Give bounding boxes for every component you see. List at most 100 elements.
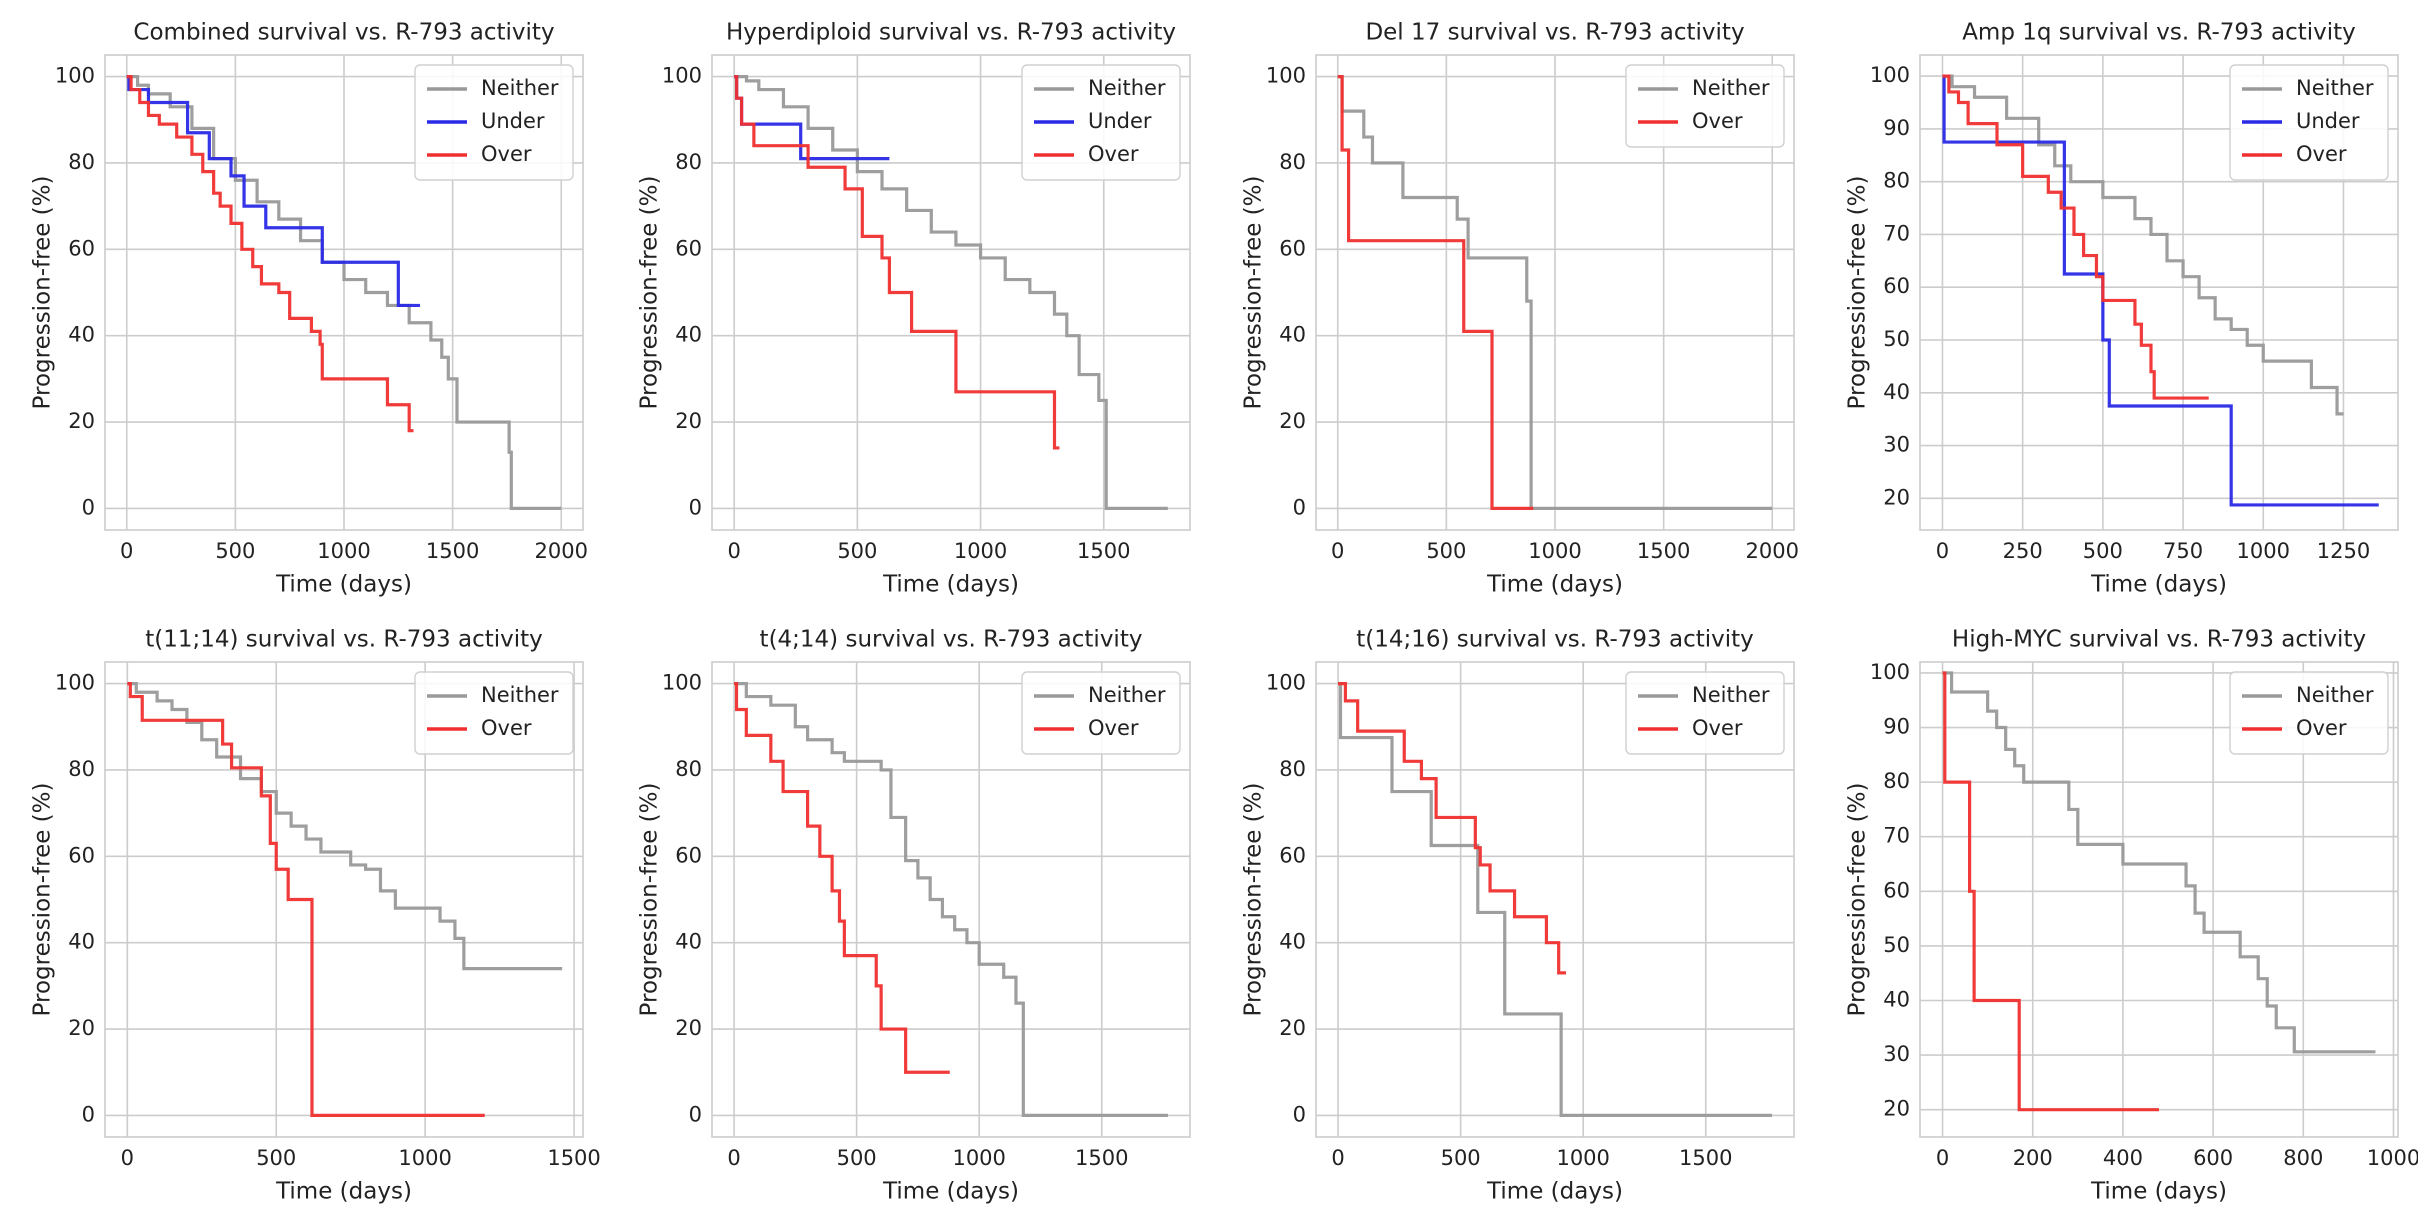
- x-tick-label: 750: [2163, 539, 2203, 563]
- legend-box: [414, 671, 574, 755]
- x-tick-label: 1500: [426, 539, 479, 563]
- subplot: 0 500 1000 1500 2000 0 20 40 60 80 100 Del 17 survi…: [1241, 20, 1799, 598]
- y-tick-label: 40: [1279, 930, 1306, 954]
- y-tick-label: 80: [68, 150, 95, 174]
- x-tick-label: 2000: [1746, 539, 1799, 563]
- survival-curve: [127, 681, 563, 971]
- y-tick-label: 100: [1870, 660, 1910, 684]
- y-tick-label: 100: [1266, 671, 1306, 695]
- subplot: 0 500 1000 1500 0 20 40 60 80 100 t(14;16) surviva…: [1241, 627, 1795, 1205]
- x-tick-label: 500: [1441, 1146, 1481, 1170]
- x-axis-label: Time (days): [1486, 1179, 1623, 1205]
- x-tick-label: 250: [2003, 539, 2043, 563]
- y-tick-label: 80: [1883, 769, 1910, 793]
- legend-label: Over: [1692, 716, 1743, 740]
- subplot: 0 200 400 600 800 1000 20 30 40 50 60 70 80 90 100 High…: [1845, 627, 2418, 1205]
- y-tick-label: 40: [1883, 380, 1910, 404]
- survival-curve: [734, 74, 1168, 511]
- legend-box: [1021, 64, 1181, 181]
- y-axis-label: Progression-free (%): [30, 783, 56, 1017]
- axes-frame: [1315, 54, 1795, 531]
- legend-label: Over: [1088, 142, 1139, 166]
- survival-curve: [1942, 74, 2209, 400]
- x-tick-label: 0: [1331, 1146, 1344, 1170]
- survival-curve: [127, 681, 485, 1118]
- x-tick-label: 1000: [317, 539, 370, 563]
- y-tick-label: 100: [1266, 64, 1306, 88]
- y-tick-label: 40: [675, 323, 702, 347]
- chart-title: t(4;14) survival vs. R-793 activity: [760, 627, 1143, 653]
- survival-curve: [1942, 74, 2379, 507]
- x-tick-label: 0: [120, 539, 133, 563]
- y-tick-label: 0: [689, 495, 702, 519]
- y-tick-label: 100: [55, 64, 95, 88]
- legend-label: Over: [1088, 716, 1139, 740]
- x-axis-label: Time (days): [275, 572, 412, 598]
- x-tick-label: 200: [2013, 1146, 2053, 1170]
- y-tick-label: 60: [675, 843, 702, 867]
- axes-frame: [1919, 661, 2399, 1138]
- legend-box: [1625, 671, 1785, 755]
- x-tick-label: 1500: [1075, 1146, 1128, 1170]
- y-tick-label: 80: [1279, 150, 1306, 174]
- legend-box: [1021, 671, 1181, 755]
- x-tick-label: 0: [1936, 1146, 1949, 1170]
- x-tick-label: 1000: [954, 539, 1007, 563]
- y-tick-label: 50: [1883, 327, 1910, 351]
- x-axis-label: Time (days): [882, 1179, 1019, 1205]
- x-tick-label: 600: [2193, 1146, 2233, 1170]
- y-tick-label: 90: [1883, 116, 1910, 140]
- y-tick-label: 0: [82, 1102, 95, 1126]
- y-axis-label: Progression-free (%): [1845, 176, 1871, 410]
- chart-title: High-MYC survival vs. R-793 activity: [1952, 627, 2366, 653]
- legend-label: Neither: [1088, 76, 1166, 100]
- legend-label: Over: [2296, 142, 2347, 166]
- y-tick-label: 70: [1883, 221, 1910, 245]
- legend-label: Neither: [481, 683, 559, 707]
- y-tick-label: 60: [1279, 236, 1306, 260]
- y-tick-label: 0: [1293, 1102, 1306, 1126]
- legend-label: Neither: [1088, 683, 1166, 707]
- legend-box: [2229, 64, 2389, 181]
- x-tick-label: 500: [1426, 539, 1466, 563]
- x-tick-label: 1000: [1556, 1146, 1609, 1170]
- x-tick-label: 0: [121, 1146, 134, 1170]
- y-tick-label: 0: [689, 1102, 702, 1126]
- legend-label: Neither: [2296, 683, 2374, 707]
- x-axis-label: Time (days): [882, 572, 1019, 598]
- survival-curve: [1338, 681, 1567, 975]
- chart-title: Combined survival vs. R-793 activity: [133, 20, 554, 46]
- axes-frame: [1919, 54, 2399, 531]
- x-tick-label: 500: [256, 1146, 296, 1170]
- y-tick-label: 60: [68, 843, 95, 867]
- y-tick-label: 30: [1883, 433, 1910, 457]
- x-tick-label: 1500: [1637, 539, 1690, 563]
- y-tick-label: 100: [662, 671, 702, 695]
- x-axis-label: Time (days): [2090, 1179, 2227, 1205]
- y-tick-label: 100: [1870, 63, 1910, 87]
- y-tick-label: 40: [68, 323, 95, 347]
- x-tick-label: 0: [727, 539, 740, 563]
- y-axis-label: Progression-free (%): [1845, 783, 1871, 1017]
- x-tick-label: 500: [837, 539, 877, 563]
- y-axis-label: Progression-free (%): [637, 783, 663, 1017]
- y-tick-label: 80: [675, 150, 702, 174]
- survival-curve: [126, 74, 421, 308]
- axes-frame: [711, 54, 1191, 531]
- y-tick-label: 0: [82, 495, 95, 519]
- y-tick-label: 80: [1279, 757, 1306, 781]
- x-tick-label: 1500: [1077, 539, 1130, 563]
- x-tick-label: 500: [2083, 539, 2123, 563]
- y-tick-label: 80: [68, 757, 95, 781]
- x-tick-label: 800: [2283, 1146, 2323, 1170]
- x-tick-label: 0: [1331, 539, 1344, 563]
- legend-label: Neither: [1692, 683, 1770, 707]
- x-tick-label: 0: [1936, 539, 1949, 563]
- subplot: 0 500 1000 1500 2000 0 20 40 60 80 100 Combined sur…: [30, 20, 588, 598]
- legend-label: Over: [481, 716, 532, 740]
- x-tick-label: 500: [215, 539, 255, 563]
- legend-box: [414, 64, 574, 181]
- legend-label: Over: [481, 142, 532, 166]
- survival-curve: [1338, 681, 1772, 1118]
